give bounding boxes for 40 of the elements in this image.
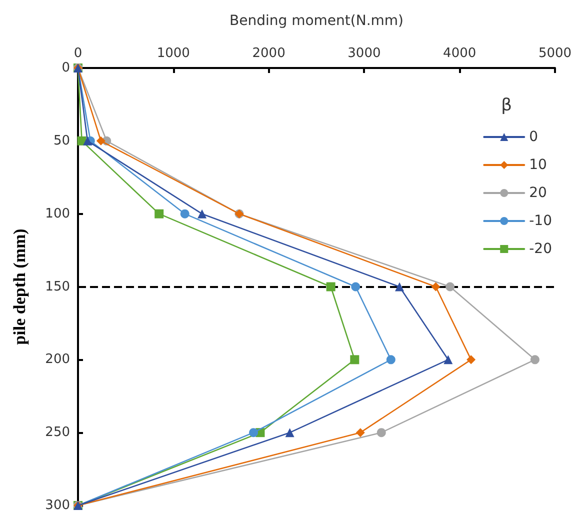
legend-title: β (501, 96, 512, 116)
y-tick-label: 250 (45, 425, 70, 440)
y-axis-title: pile depth (mm) (10, 228, 29, 345)
point (386, 355, 396, 364)
point (446, 282, 455, 292)
point (249, 428, 258, 438)
point (326, 282, 336, 292)
x-tick-label: 0 (74, 46, 82, 61)
point (530, 355, 540, 364)
y-tick-label: 0 (62, 60, 70, 76)
point (83, 136, 92, 146)
y-tick-label: 150 (45, 279, 70, 294)
x-tick-label: 4000 (443, 46, 476, 61)
legend-label: 10 (529, 157, 547, 173)
x-tick-label: 5000 (538, 46, 572, 61)
legend-label: -10 (529, 213, 552, 229)
x-tick-label: 2000 (252, 46, 286, 61)
x-axis-title: Bending moment(N.mm) (229, 13, 404, 29)
y-tick-label: 50 (53, 133, 70, 148)
point (431, 282, 440, 292)
legend-label: 20 (529, 185, 547, 201)
point (351, 282, 360, 292)
point (350, 355, 360, 364)
point (356, 428, 365, 438)
legend-label: -20 (529, 241, 552, 257)
point (395, 282, 404, 292)
point (466, 355, 476, 364)
y-tick-label: 200 (45, 352, 70, 368)
point (285, 428, 294, 438)
legend-label: 0 (529, 129, 538, 145)
point (154, 209, 164, 218)
point (198, 209, 207, 218)
x-tick-label: 1000 (156, 46, 190, 61)
y-tick-label: 300 (45, 498, 70, 512)
point (376, 428, 386, 438)
point (96, 136, 106, 146)
y-tick-label: 100 (45, 206, 70, 222)
x-tick-label: 3000 (348, 46, 381, 61)
point (444, 355, 453, 364)
point (180, 209, 190, 218)
